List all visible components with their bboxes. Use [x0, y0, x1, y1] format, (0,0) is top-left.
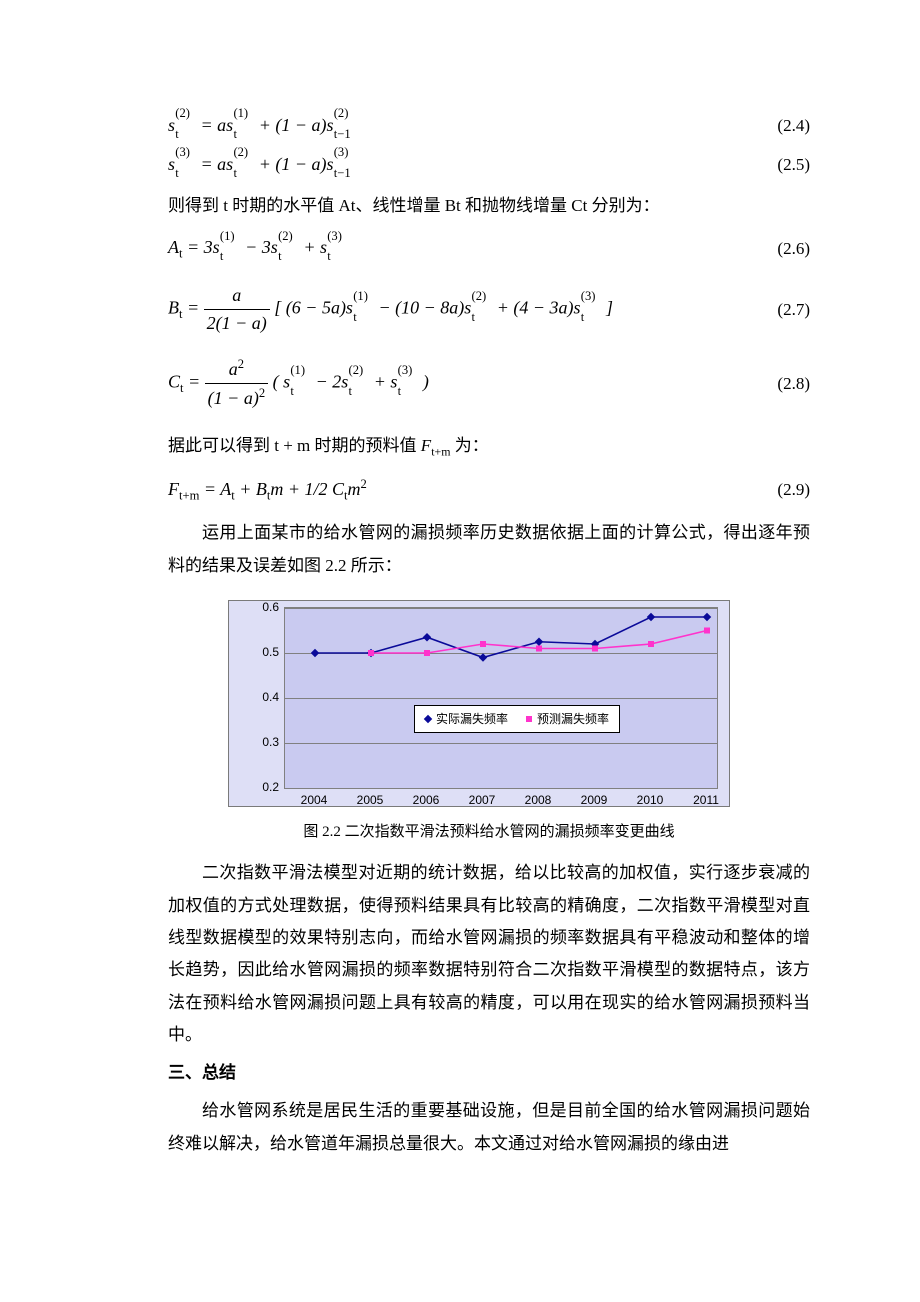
- legend-label: 实际漏失频率: [436, 710, 508, 728]
- equation-2-5-formula: s(3)t(3) = as(2)t(2) + (1 − a)s(3)t−1(3): [168, 151, 354, 178]
- line-chart: 0.2 0.3 0.4 0.5 0.6 2004 2005 2006 2007 2008 2009 2…: [228, 600, 730, 807]
- legend-label: 预测漏失频率: [537, 710, 609, 728]
- equation-2-7-formula: Bt = a2(1 − a) [ (6 − 5a)s(1)t(1) − (10 …: [168, 282, 613, 337]
- x-axis-label: 2005: [350, 791, 390, 809]
- inline-var: Ft+m: [421, 436, 455, 455]
- chart-gridline: [285, 788, 717, 789]
- legend-marker-icon: [526, 716, 532, 722]
- text-frag: 据此可以得到 t + m 时期的预料值: [168, 436, 417, 455]
- equation-number: (2.4): [777, 113, 810, 139]
- equation-2-5: s(3)t(3) = as(2)t(2) + (1 − a)s(3)t−1(3)…: [168, 151, 810, 178]
- paragraph-summary: 给水管网系统是居民生活的重要基础设施，但是目前全国的给水管网漏损问题始终难以解决…: [168, 1095, 810, 1160]
- y-axis-label: 0.3: [239, 733, 279, 751]
- chart-legend: 实际漏失频率 预测漏失频率: [414, 705, 620, 733]
- legend-marker-icon: [424, 715, 432, 723]
- equation-2-9: Ft+m = At + Btm + 1/2 Ctm2 (2.9): [168, 475, 810, 505]
- x-axis-label: 2011: [686, 791, 726, 809]
- section-3-heading: 三、总结: [168, 1057, 810, 1089]
- figure-2-2-caption: 图 2.2 二次指数平滑法预料给水管网的漏损频率变更曲线: [168, 821, 810, 844]
- y-axis-label: 0.2: [239, 778, 279, 796]
- equation-2-4-formula: s(2)t(2) = as(1)t(1) + (1 − a)s(2)t−1(2): [168, 112, 354, 139]
- x-axis-label: 2010: [630, 791, 670, 809]
- equation-2-6: At = 3s(1)t(1) − 3s(2)t(2) + s(3)t(3) (2…: [168, 234, 810, 263]
- legend-item: 实际漏失频率: [425, 710, 508, 728]
- paragraph-after-2-9: 运用上面某市的给水管网的漏损频率历史数据依据上面的计算公式，得出逐年预料的结果及…: [168, 517, 810, 582]
- equation-number: (2.7): [777, 297, 810, 323]
- x-axis-label: 2006: [406, 791, 446, 809]
- equation-number: (2.6): [777, 236, 810, 262]
- y-axis-label: 0.6: [239, 598, 279, 616]
- x-axis-label: 2008: [518, 791, 558, 809]
- y-axis-label: 0.5: [239, 643, 279, 661]
- equation-2-4: s(2)t(2) = as(1)t(1) + (1 − a)s(2)t−1(2)…: [168, 112, 810, 139]
- equation-number: (2.8): [777, 371, 810, 397]
- paragraph-analysis: 二次指数平滑法模型对近期的统计数据，给以比较高的加权值，实行逐步衰减的加权值的方…: [168, 857, 810, 1051]
- equation-2-6-formula: At = 3s(1)t(1) − 3s(2)t(2) + s(3)t(3): [168, 234, 348, 263]
- equation-2-8: Ct = a2(1 − a)2 ( s(1)t(1) − 2s(2)t(2) +…: [168, 355, 810, 412]
- document-page: s(2)t(2) = as(1)t(1) + (1 − a)s(2)t−1(2)…: [0, 0, 920, 1302]
- equation-2-7: Bt = a2(1 − a) [ (6 − 5a)s(1)t(1) − (10 …: [168, 282, 810, 337]
- text-line-after-2-8: 据此可以得到 t + m 时期的预料值 Ft+m 为：: [168, 430, 810, 463]
- text-line-after-2-5: 则得到 t 时期的水平值 At、线性增量 Bt 和抛物线增量 Ct 分别为：: [168, 190, 810, 222]
- x-axis-label: 2004: [294, 791, 334, 809]
- x-axis-label: 2009: [574, 791, 614, 809]
- equation-number: (2.9): [777, 477, 810, 503]
- x-axis-label: 2007: [462, 791, 502, 809]
- chart-plot-area: [284, 607, 718, 789]
- equation-number: (2.5): [777, 152, 810, 178]
- equation-2-8-formula: Ct = a2(1 − a)2 ( s(1)t(1) − 2s(2)t(2) +…: [168, 355, 429, 412]
- text-frag: 为：: [455, 436, 489, 455]
- equation-2-9-formula: Ft+m = At + Btm + 1/2 Ctm2: [168, 475, 367, 505]
- chart-series-svg: [285, 608, 717, 788]
- y-axis-label: 0.4: [239, 688, 279, 706]
- legend-item: 预测漏失频率: [526, 710, 609, 728]
- figure-2-2: 0.2 0.3 0.4 0.5 0.6 2004 2005 2006 2007 2008 2009 2…: [228, 600, 810, 807]
